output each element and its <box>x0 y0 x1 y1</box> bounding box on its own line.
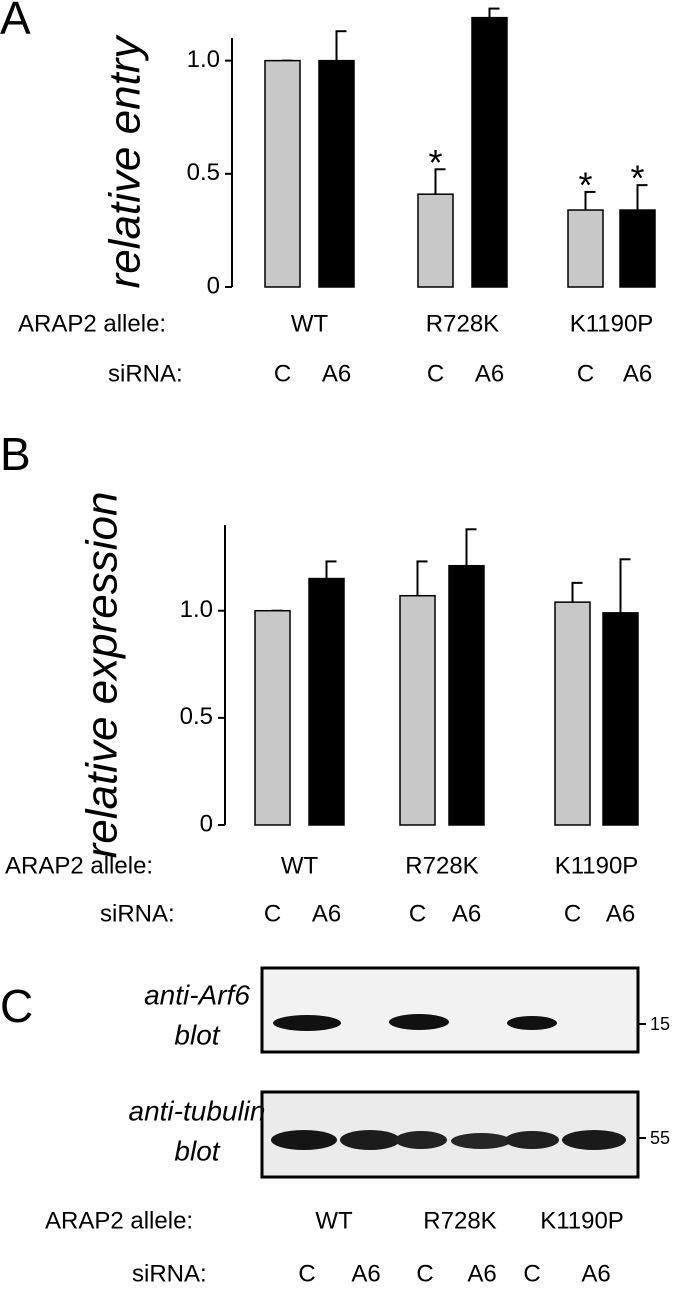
lane-label: A6 <box>351 1260 380 1287</box>
bar-label: C <box>409 900 426 927</box>
row-label: siRNA: <box>132 1260 207 1287</box>
band <box>505 1131 559 1149</box>
group-label: WT <box>291 310 329 337</box>
bar <box>471 16 508 288</box>
panel-letter: A <box>0 0 31 44</box>
y-tick-label: 0 <box>207 272 220 299</box>
bar-label: A6 <box>312 900 341 927</box>
y-tick-label: 0.5 <box>187 159 220 186</box>
band <box>273 1015 341 1031</box>
band <box>340 1130 400 1150</box>
bar-label: A6 <box>322 360 351 387</box>
significance-mark: * <box>428 142 442 183</box>
y-tick-label: 0 <box>200 810 213 837</box>
band <box>451 1133 511 1149</box>
lane-label: A6 <box>581 1260 610 1287</box>
significance-mark: * <box>630 158 644 199</box>
y-axis-title: relative entry <box>101 34 150 289</box>
group-label: R728K <box>405 852 478 879</box>
blot-label: anti-Arf6 <box>144 979 250 1010</box>
lane-label: C <box>298 1260 315 1287</box>
bar <box>619 209 656 288</box>
panel-letter: B <box>0 428 31 480</box>
bar <box>264 59 301 288</box>
y-axis-title: relative expression <box>78 492 127 859</box>
bar-label: A6 <box>452 900 481 927</box>
lane-label: C <box>523 1260 540 1287</box>
group-label: K1190P <box>540 1207 624 1234</box>
lane-label: C <box>416 1260 433 1287</box>
band <box>395 1131 447 1149</box>
blot-panel <box>260 966 646 1179</box>
bar <box>448 564 485 826</box>
blot-label: anti-tubulin <box>129 1095 266 1126</box>
marker-label: 55 <box>650 1128 670 1148</box>
bar <box>254 609 291 826</box>
bar <box>602 612 639 826</box>
y-tick-label: 0.5 <box>180 703 213 730</box>
y-tick-label: 1.0 <box>180 596 213 623</box>
bar-label: A6 <box>606 900 635 927</box>
band <box>389 1014 449 1030</box>
group-label: K1190P <box>570 310 654 337</box>
row-label: ARAP2 allele: <box>18 310 166 337</box>
bar <box>318 59 355 288</box>
significance-mark: * <box>578 164 592 205</box>
blot-frame <box>260 966 640 1054</box>
row-label: siRNA: <box>100 900 175 927</box>
y-tick-label: 1.0 <box>187 46 220 73</box>
band <box>562 1130 626 1150</box>
group-label: R728K <box>423 1207 496 1234</box>
bar <box>554 601 591 826</box>
bar-label: A6 <box>623 360 652 387</box>
bar-label: C <box>264 900 281 927</box>
bar-label: C <box>577 360 594 387</box>
bar <box>308 577 345 826</box>
blot-label: blot <box>174 1019 220 1050</box>
bar <box>417 193 454 288</box>
group-label: WT <box>281 852 319 879</box>
bar-label: C <box>427 360 444 387</box>
band <box>507 1016 557 1030</box>
band <box>271 1130 337 1150</box>
lane-label: A6 <box>467 1260 496 1287</box>
bar-label: A6 <box>475 360 504 387</box>
bar <box>567 209 604 288</box>
bar-label: C <box>564 900 581 927</box>
row-label: ARAP2 allele: <box>45 1207 193 1234</box>
bar-label: C <box>274 360 291 387</box>
marker-label: 15 <box>650 1014 670 1034</box>
bar <box>399 594 436 826</box>
group-label: R728K <box>426 310 499 337</box>
row-label: siRNA: <box>108 360 183 387</box>
blot-label: blot <box>174 1135 220 1166</box>
row-label: ARAP2 allele: <box>5 852 153 879</box>
panel-letter: C <box>0 980 33 1032</box>
group-label: K1190P <box>555 852 639 879</box>
group-label: WT <box>315 1207 353 1234</box>
